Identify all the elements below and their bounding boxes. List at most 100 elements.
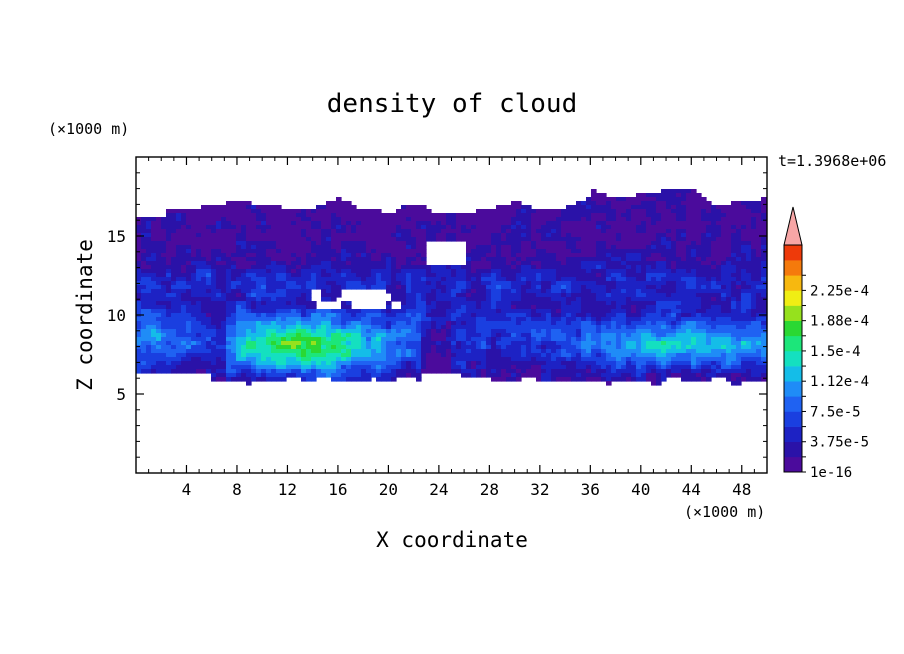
- density-cell: [666, 285, 672, 290]
- density-cell: [591, 345, 597, 350]
- density-cell: [751, 345, 757, 350]
- density-cell: [391, 237, 397, 242]
- density-cell: [331, 313, 337, 318]
- density-cell: [431, 217, 437, 222]
- density-cell: [241, 213, 247, 218]
- density-cell: [326, 297, 332, 302]
- density-cell: [666, 321, 672, 326]
- density-cell: [236, 293, 242, 298]
- density-cell: [556, 293, 562, 298]
- density-cell: [326, 241, 332, 246]
- density-cell: [226, 245, 232, 250]
- density-cell: [601, 345, 607, 350]
- density-cell: [521, 233, 527, 238]
- density-cell: [596, 265, 602, 270]
- density-cell: [341, 213, 347, 218]
- density-cell: [266, 345, 272, 350]
- density-cell: [231, 277, 237, 282]
- density-cell: [521, 317, 527, 322]
- density-cell: [591, 257, 597, 262]
- density-cell: [531, 333, 537, 338]
- density-cell: [741, 229, 747, 234]
- density-cell: [576, 337, 582, 342]
- density-cell: [296, 213, 302, 218]
- density-cell: [571, 269, 577, 274]
- density-cell: [676, 321, 682, 326]
- density-cell: [581, 325, 587, 330]
- density-cell: [251, 285, 257, 290]
- density-cell: [721, 333, 727, 338]
- density-cell: [231, 229, 237, 234]
- density-cell: [336, 293, 342, 298]
- density-cell: [261, 321, 267, 326]
- density-cell: [181, 357, 187, 362]
- density-cell: [366, 225, 372, 230]
- density-cell: [191, 349, 197, 354]
- density-cell: [696, 329, 702, 334]
- density-cell: [711, 333, 717, 338]
- density-cell: [226, 269, 232, 274]
- density-cell: [431, 213, 437, 218]
- density-cell: [401, 269, 407, 274]
- density-cell: [216, 337, 222, 342]
- density-cell: [376, 245, 382, 250]
- density-cell: [336, 333, 342, 338]
- density-cell: [391, 217, 397, 222]
- density-cell: [721, 221, 727, 226]
- density-cell: [576, 253, 582, 258]
- density-cell: [466, 333, 472, 338]
- density-cell: [621, 321, 627, 326]
- density-cell: [486, 301, 492, 306]
- density-cell: [251, 277, 257, 282]
- density-cell: [731, 289, 737, 294]
- density-cell: [461, 341, 467, 346]
- density-cell: [146, 253, 152, 258]
- density-cell: [361, 225, 367, 230]
- density-cell: [471, 225, 477, 230]
- density-cell: [706, 309, 712, 314]
- density-cell: [166, 325, 172, 330]
- density-cell: [606, 341, 612, 346]
- density-cell: [231, 301, 237, 306]
- density-cell: [466, 289, 472, 294]
- density-cell: [656, 325, 662, 330]
- density-cell: [751, 257, 757, 262]
- density-cell: [541, 217, 547, 222]
- density-cell: [731, 273, 737, 278]
- density-cell: [696, 297, 702, 302]
- density-cell: [626, 249, 632, 254]
- density-cell: [146, 257, 152, 262]
- density-cell: [251, 329, 257, 334]
- density-cell: [691, 277, 697, 282]
- density-cell: [146, 237, 152, 242]
- density-cell: [446, 237, 452, 242]
- density-cell: [706, 245, 712, 250]
- density-cell: [356, 329, 362, 334]
- density-cell: [421, 221, 427, 226]
- density-cell: [501, 241, 507, 246]
- density-cell: [576, 325, 582, 330]
- density-cell: [281, 341, 287, 346]
- density-cell: [606, 301, 612, 306]
- density-cell: [576, 273, 582, 278]
- density-cell: [561, 313, 567, 318]
- density-cell: [646, 281, 652, 286]
- density-cell: [226, 297, 232, 302]
- density-cell: [566, 361, 572, 366]
- density-cell: [231, 305, 237, 310]
- density-cell: [681, 321, 687, 326]
- density-cell: [316, 205, 322, 210]
- density-cell: [336, 345, 342, 350]
- density-cell: [681, 357, 687, 362]
- density-cell: [136, 321, 142, 326]
- density-cell: [731, 269, 737, 274]
- density-cell: [146, 309, 152, 314]
- density-cell: [491, 337, 497, 342]
- density-cell: [496, 357, 502, 362]
- density-cell: [146, 365, 152, 370]
- density-cell: [176, 261, 182, 266]
- density-cell: [576, 353, 582, 358]
- density-cell: [591, 305, 597, 310]
- density-cell: [206, 213, 212, 218]
- density-cell: [691, 273, 697, 278]
